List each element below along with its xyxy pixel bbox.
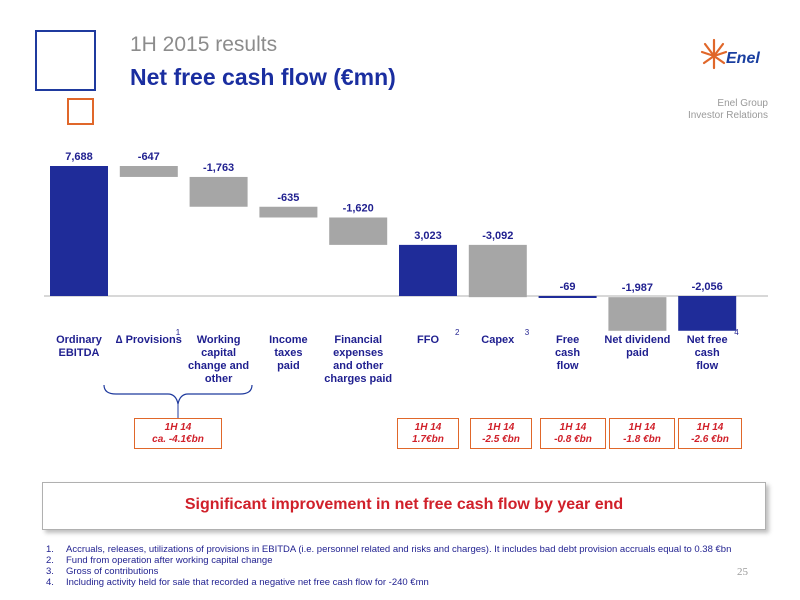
highlight-box: Significant improvement in net free cash…: [42, 482, 766, 530]
bar-6: [468, 244, 527, 298]
value-label-8: -1,987: [622, 282, 653, 294]
comparison-period: 1H 14: [559, 422, 587, 433]
enel-logo-icon: [700, 38, 728, 70]
footnote-ref-1: 1: [175, 328, 181, 337]
bar-3: [259, 206, 318, 218]
footnote-text: Accruals, releases, utilizations of prov…: [66, 544, 732, 555]
comparison-period: 1H 14: [628, 422, 656, 433]
group-name-line1: Enel Group: [717, 98, 768, 109]
decorative-square-orange: [67, 98, 94, 125]
bar-8: [608, 297, 667, 331]
waterfall-chart: 7,688 -647 -1,763 -635 -1,620 3,023 -3,092 -69 -…: [44, 151, 768, 418]
bar-5: [399, 244, 457, 296]
category-label-6: Capex: [481, 334, 515, 346]
comparison-period: 1H 14: [696, 422, 724, 433]
value-label-6: -3,092: [482, 230, 513, 242]
decorative-square-blue: [35, 30, 96, 91]
footnote-text: Gross of contributions: [66, 566, 159, 577]
comparison-box-4: 1H 14 -1.8 €bn: [609, 418, 675, 449]
bar-7: [538, 296, 597, 298]
group-name: Enel Group Investor Relations: [688, 98, 768, 122]
bar-2: [189, 176, 248, 207]
category-label-9: Net free cash flow: [686, 334, 728, 372]
comparison-box-0: 1H 14 ca. -4.1€bn: [134, 418, 222, 449]
group-name-line2: Investor Relations: [687, 110, 768, 121]
comparison-value: -0.8 €bn: [554, 434, 592, 445]
footnote-ref-6: 3: [524, 328, 530, 337]
value-label-4: -1,620: [343, 202, 374, 214]
grouping-brace: [103, 384, 253, 405]
footnote-1: 1. Accruals, releases, utilizations of pr…: [46, 544, 776, 555]
footnote-3: 3. Gross of contributions: [46, 566, 776, 577]
category-label-3: Income taxes paid: [269, 334, 308, 372]
category-label-2: Working capital change and other: [188, 334, 250, 385]
footnote-number: 1.: [46, 544, 54, 555]
bar-0: [50, 166, 108, 296]
comparison-period: 1H 14: [414, 422, 442, 433]
comparison-value: -1.8 €bn: [623, 434, 661, 445]
footnote-4: 4. Including activity held for sale that …: [46, 577, 776, 588]
value-label-7: -69: [560, 281, 576, 293]
footnote-text: Including activity held for sale that re…: [66, 577, 429, 588]
bar-4: [329, 217, 388, 245]
enel-logo-text: Enel: [726, 50, 760, 67]
comparison-value: -2.6 €bn: [691, 434, 729, 445]
category-label-7: Free cash flow: [555, 334, 581, 372]
value-label-1: -647: [138, 151, 160, 163]
slide-subtitle: 1H 2015 results: [130, 33, 278, 56]
comparison-period: 1H 14: [164, 422, 192, 433]
footnote-number: 4.: [46, 577, 54, 588]
footnote-ref-5: 2: [455, 328, 460, 337]
comparison-value: ca. -4.1€bn: [152, 434, 204, 445]
comparison-box-3: 1H 14 -0.8 €bn: [540, 418, 606, 449]
category-label-0: Ordinary EBITDA: [56, 334, 102, 359]
slide-title: Net free cash flow (€mn): [130, 64, 396, 90]
comparison-box-2: 1H 14 -2.5 €bn: [470, 418, 532, 449]
footnote-text: Fund from operation after working capita…: [66, 555, 273, 566]
comparison-box-1: 1H 14 1.7€bn: [397, 418, 459, 449]
value-label-3: -635: [277, 192, 299, 204]
page-number: 25: [737, 566, 748, 578]
value-label-0: 7,688: [65, 151, 93, 163]
comparison-box-5: 1H 14 -2.6 €bn: [678, 418, 742, 449]
value-label-9: -2,056: [692, 281, 723, 293]
category-label-8: Net dividend paid: [604, 334, 671, 359]
category-label-1: ∆ Provisions: [115, 334, 182, 346]
comparison-period: 1H 14: [487, 422, 515, 433]
value-label-5: 3,023: [414, 230, 442, 242]
category-label-4: Financial expenses and other charges paid: [324, 334, 393, 385]
footnote-2: 2. Fund from operation after working capi…: [46, 555, 776, 566]
category-label-5: FFO: [417, 334, 439, 346]
comparison-value: 1.7€bn: [412, 434, 444, 445]
comparison-value: -2.5 €bn: [482, 434, 520, 445]
value-label-2: -1,763: [203, 162, 234, 174]
highlight-text: Significant improvement in net free cash…: [184, 496, 624, 513]
footnotes: 1. Accruals, releases, utilizations of pr…: [46, 544, 776, 588]
footnote-number: 2.: [46, 555, 54, 566]
footnote-ref-9: 4: [734, 328, 739, 337]
footnote-number: 3.: [46, 566, 54, 577]
bar-9: [678, 296, 737, 331]
bar-1: [119, 166, 178, 177]
